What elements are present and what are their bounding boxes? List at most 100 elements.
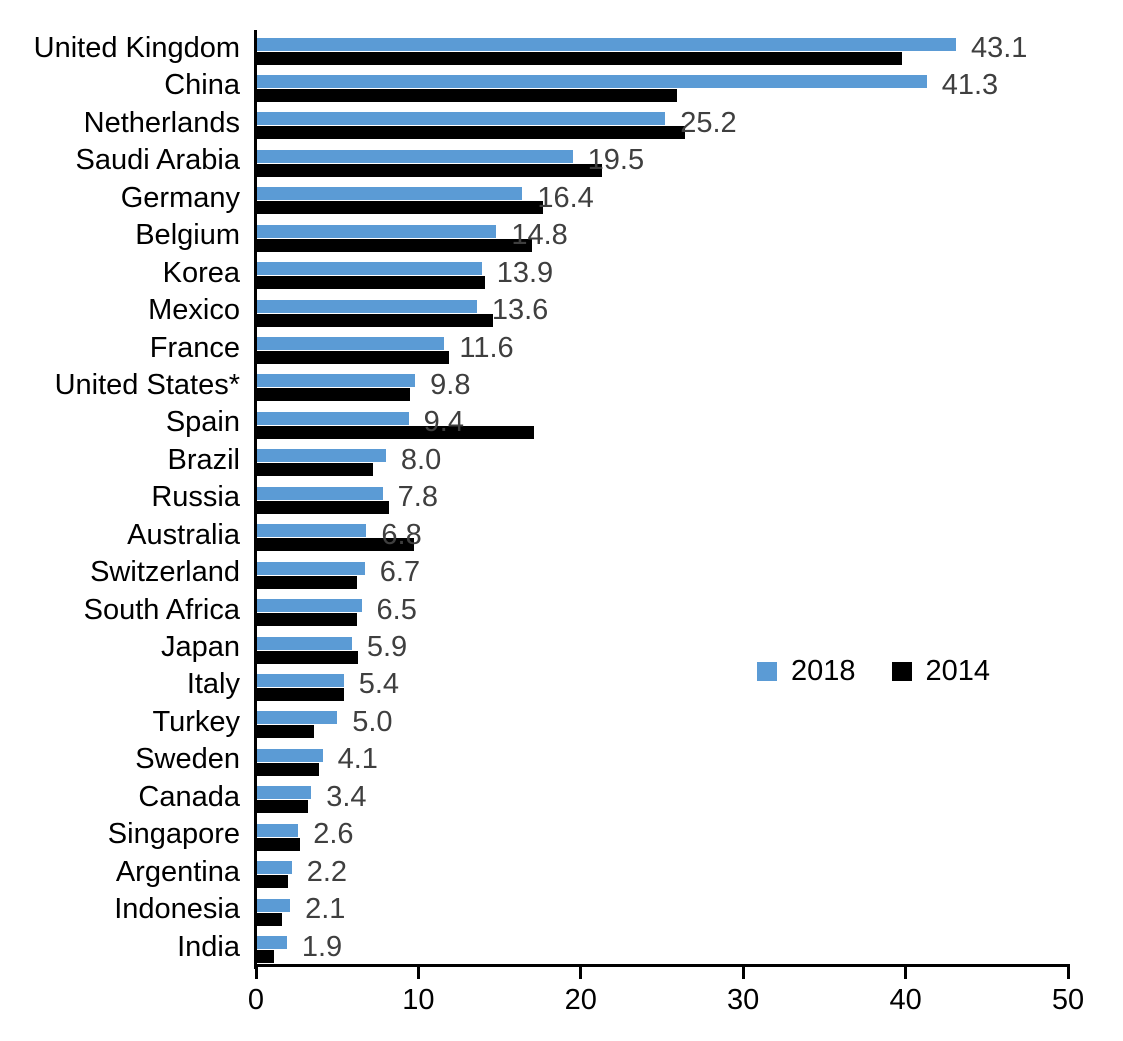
bar-row: 4.1 (256, 741, 1068, 778)
value-label: 41.3 (941, 69, 999, 102)
bar-2014 (256, 201, 544, 215)
value-label: 8.0 (400, 443, 442, 476)
bar-2018 (256, 748, 323, 762)
category-label: United States* (54, 368, 240, 401)
bar-2018 (256, 74, 927, 88)
bar-2018 (256, 599, 362, 613)
x-tick-mark (254, 967, 258, 979)
x-tick-label: 40 (889, 984, 922, 1016)
category-label: Spain (165, 406, 240, 439)
bar-2014 (256, 163, 602, 177)
bar-2014 (256, 650, 359, 664)
legend-label-2014: 2014 (925, 655, 991, 687)
bar-row: 6.5 (256, 592, 1068, 629)
bar-2014 (256, 500, 390, 514)
x-tick-label: 50 (1051, 984, 1085, 1016)
value-label: 6.8 (381, 518, 422, 551)
value-label: 5.9 (366, 631, 408, 664)
bar-2014 (256, 463, 373, 477)
x-tick-mark (904, 967, 908, 979)
category-label: Singapore (107, 818, 240, 851)
category-label: Sweden (135, 743, 240, 776)
bar-2018 (256, 673, 344, 687)
bar-2018 (256, 711, 338, 725)
bar-2014 (256, 238, 533, 252)
bar-row: 13.6 (256, 292, 1068, 329)
bar-2014 (256, 912, 282, 926)
bar-2018 (256, 524, 367, 538)
category-label: Saudi Arabia (75, 144, 240, 177)
x-tick-label: 20 (564, 984, 597, 1016)
legend: 2018 2014 (757, 655, 990, 688)
x-tick-label: 30 (727, 984, 760, 1016)
value-label: 4.1 (337, 743, 378, 776)
bar-2014 (256, 725, 315, 739)
bar-row: 41.3 (256, 67, 1068, 104)
x-tick-mark (1066, 967, 1070, 979)
bar-row: 8.0 (256, 442, 1068, 479)
value-label: 14.8 (511, 219, 568, 252)
bar-row: 16.4 (256, 180, 1068, 217)
bar-2018 (256, 486, 383, 500)
bar-row: 25.2 (256, 105, 1068, 142)
value-label: 13.6 (491, 294, 549, 327)
bar-2018 (256, 374, 416, 388)
plot-area: 43.1 41.3 25.2 19.5 16.4 14.8 13.9 13.6 11.6 9.8 9… (256, 30, 1068, 966)
bar-2018 (256, 861, 292, 875)
category-label: Mexico (148, 294, 240, 327)
bar-row: 43.1 (256, 30, 1068, 67)
legend-swatch-2018 (757, 662, 777, 681)
bar-2018 (256, 561, 365, 575)
bar-2014 (256, 575, 357, 589)
bar-row: 19.5 (256, 142, 1068, 179)
bar-row: 13.9 (256, 255, 1068, 292)
bar-2014 (256, 800, 308, 814)
x-tick-label: 0 (247, 984, 265, 1016)
bar-row: 7.8 (256, 479, 1068, 516)
bar-2014 (256, 351, 450, 365)
bar-2018 (256, 149, 573, 163)
value-label: 3.4 (326, 780, 367, 813)
bar-row: 11.6 (256, 330, 1068, 367)
bar-2018 (256, 299, 477, 313)
value-label: 25.2 (680, 106, 737, 139)
bar-2014 (256, 762, 320, 776)
legend-label-2018: 2018 (791, 655, 856, 687)
bar-row: 6.7 (256, 554, 1068, 591)
value-label: 6.5 (376, 593, 417, 626)
value-label: 7.8 (397, 481, 438, 514)
category-label: Korea (162, 256, 240, 289)
bar-row: 2.6 (256, 816, 1068, 853)
bar-2018 (256, 898, 291, 912)
bar-row: 5.0 (256, 704, 1068, 741)
bar-2018 (256, 187, 523, 201)
category-axis: United Kingdom China Netherlands Saudi Arab… (0, 30, 240, 966)
bar-row: 5.4 (256, 666, 1068, 703)
category-label: Brazil (167, 443, 240, 476)
value-label: 13.9 (496, 256, 554, 289)
bar-2014 (256, 126, 685, 140)
bar-row: 3.4 (256, 779, 1068, 816)
value-label: 5.4 (358, 668, 400, 701)
bar-2018 (256, 449, 386, 463)
category-label: Turkey (152, 705, 240, 738)
value-label: 2.2 (306, 855, 348, 888)
bar-row: 5.9 (256, 629, 1068, 666)
bar-row: 9.4 (256, 404, 1068, 441)
category-label: United Kingdom (33, 32, 240, 64)
bar-2018 (256, 262, 482, 276)
bar-row: 9.8 (256, 367, 1068, 404)
category-label: South Africa (83, 593, 240, 626)
bar-2014 (256, 276, 485, 290)
bar-2014 (256, 875, 289, 889)
bar-row: 1.9 (256, 929, 1068, 966)
category-label: Italy (186, 668, 240, 701)
x-tick-label: 10 (402, 984, 435, 1016)
bar-2014 (256, 613, 357, 627)
bar-row: 14.8 (256, 217, 1068, 254)
bar-2014 (256, 51, 903, 65)
bar-2018 (256, 786, 312, 800)
value-label: 1.9 (301, 930, 343, 963)
x-tick-mark (579, 967, 583, 979)
